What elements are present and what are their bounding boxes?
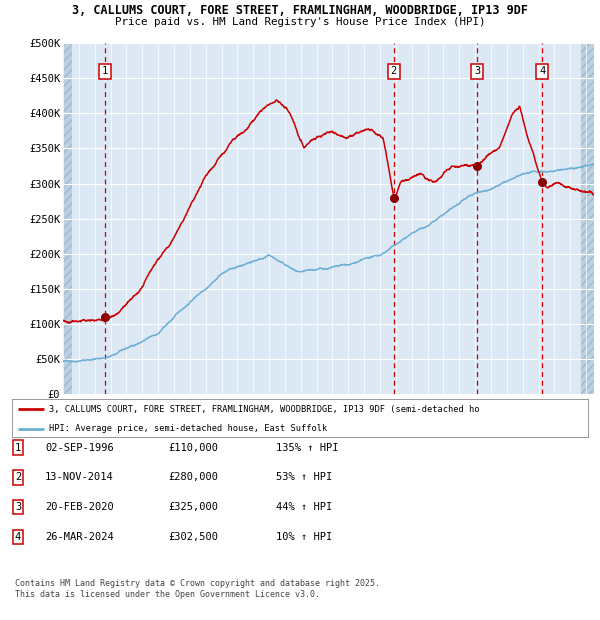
Text: 20-FEB-2020: 20-FEB-2020 bbox=[45, 502, 114, 512]
Text: 1: 1 bbox=[102, 66, 109, 76]
Text: £110,000: £110,000 bbox=[168, 443, 218, 453]
Text: This data is licensed under the Open Government Licence v3.0.: This data is licensed under the Open Gov… bbox=[15, 590, 320, 599]
Text: 3, CALLUMS COURT, FORE STREET, FRAMLINGHAM, WOODBRIDGE, IP13 9DF: 3, CALLUMS COURT, FORE STREET, FRAMLINGH… bbox=[72, 4, 528, 17]
Text: £280,000: £280,000 bbox=[168, 472, 218, 482]
Text: 3: 3 bbox=[15, 502, 21, 512]
Text: Price paid vs. HM Land Registry's House Price Index (HPI): Price paid vs. HM Land Registry's House … bbox=[115, 17, 485, 27]
Text: 2: 2 bbox=[15, 472, 21, 482]
Text: 4: 4 bbox=[15, 532, 21, 542]
Text: 4: 4 bbox=[539, 66, 545, 76]
Text: £325,000: £325,000 bbox=[168, 502, 218, 512]
Text: 1: 1 bbox=[15, 443, 21, 453]
Text: 53% ↑ HPI: 53% ↑ HPI bbox=[276, 472, 332, 482]
Text: 10% ↑ HPI: 10% ↑ HPI bbox=[276, 532, 332, 542]
Text: 3, CALLUMS COURT, FORE STREET, FRAMLINGHAM, WOODBRIDGE, IP13 9DF (semi-detached : 3, CALLUMS COURT, FORE STREET, FRAMLINGH… bbox=[49, 405, 480, 414]
Text: 26-MAR-2024: 26-MAR-2024 bbox=[45, 532, 114, 542]
Text: 2: 2 bbox=[391, 66, 397, 76]
Text: HPI: Average price, semi-detached house, East Suffolk: HPI: Average price, semi-detached house,… bbox=[49, 424, 328, 433]
Text: 02-SEP-1996: 02-SEP-1996 bbox=[45, 443, 114, 453]
Bar bbox=[63, 43, 72, 394]
Text: 135% ↑ HPI: 135% ↑ HPI bbox=[276, 443, 338, 453]
Bar bbox=[581, 43, 597, 394]
Text: 3: 3 bbox=[474, 66, 481, 76]
Text: Contains HM Land Registry data © Crown copyright and database right 2025.: Contains HM Land Registry data © Crown c… bbox=[15, 578, 380, 588]
Text: £302,500: £302,500 bbox=[168, 532, 218, 542]
Text: 44% ↑ HPI: 44% ↑ HPI bbox=[276, 502, 332, 512]
Text: 13-NOV-2014: 13-NOV-2014 bbox=[45, 472, 114, 482]
